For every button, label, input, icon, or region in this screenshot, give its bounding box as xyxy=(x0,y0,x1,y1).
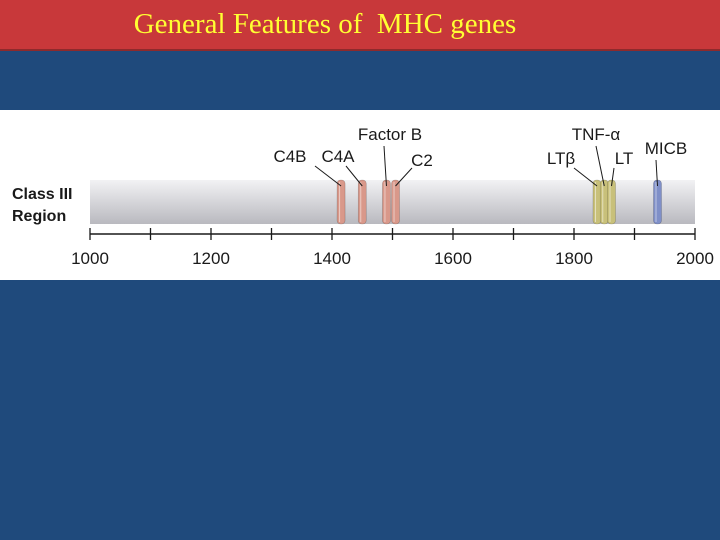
gene-label: C4A xyxy=(321,147,355,166)
gene-band xyxy=(382,179,391,225)
title-bar: General Features of MHC genes xyxy=(0,0,720,51)
axis-tick-label: 2000 xyxy=(676,249,714,268)
gene-band xyxy=(391,179,400,225)
gene-band xyxy=(336,179,346,225)
axis-tick-label: 1400 xyxy=(313,249,351,268)
gene-label: Factor B xyxy=(358,125,422,144)
gene-markers xyxy=(336,179,662,225)
gene-band xyxy=(599,179,609,225)
region-label-line1: Class III xyxy=(12,186,72,203)
gene-label: C2 xyxy=(411,151,433,170)
gene-map-figure: Class III Region 1000 1200 1400 1600 1800 200… xyxy=(0,110,720,280)
gene-leader-line xyxy=(383,145,387,187)
gene-label: C4B xyxy=(273,147,306,166)
gene-band xyxy=(607,179,616,225)
region-label-line2: Region xyxy=(12,208,66,225)
gene-leader-line xyxy=(595,145,605,187)
axis-ticks: 1000 1200 1400 1600 1800 2000 xyxy=(71,228,714,268)
axis-tick-label: 1800 xyxy=(555,249,593,268)
gene-band xyxy=(592,179,602,225)
axis-tick-label: 1000 xyxy=(71,249,109,268)
gene-leader-line xyxy=(395,167,413,187)
gene-label: MICB xyxy=(645,139,688,158)
gene-map-svg: Class III Region 1000 1200 1400 1600 1800 200… xyxy=(12,125,714,268)
gene-band xyxy=(653,179,662,225)
gene-band xyxy=(357,179,367,225)
axis-tick-label: 1600 xyxy=(434,249,472,268)
slide-title: General Features of MHC genes xyxy=(133,8,517,40)
gene-leader-line xyxy=(655,159,658,187)
gene-leader-line xyxy=(345,165,363,187)
gene-label: LTβ xyxy=(547,149,576,168)
axis-tick-label: 1200 xyxy=(192,249,230,268)
gene-leader-line xyxy=(573,167,598,187)
gene-label: LT xyxy=(615,149,634,168)
gene-label: TNF-α xyxy=(572,125,621,144)
gene-leader-line xyxy=(611,167,615,187)
gene-leader-line xyxy=(314,165,342,187)
